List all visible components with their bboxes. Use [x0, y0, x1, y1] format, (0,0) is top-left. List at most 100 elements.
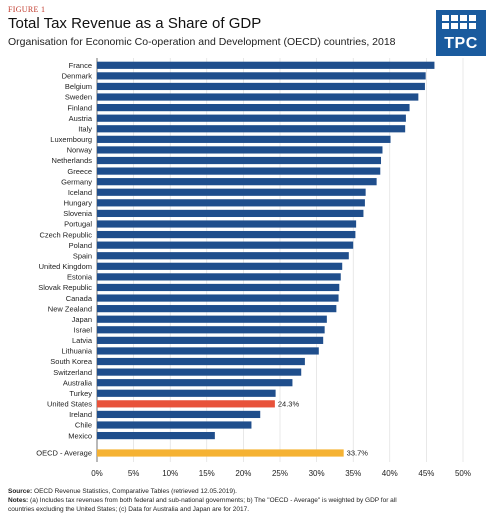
category-label: United States — [47, 400, 92, 409]
category-label: Norway — [67, 146, 93, 155]
bar — [97, 82, 425, 91]
category-label: Canada — [66, 294, 93, 303]
bar — [97, 410, 261, 419]
bar — [97, 283, 340, 292]
bar — [97, 199, 365, 207]
bar — [97, 167, 381, 175]
category-label: Austria — [69, 114, 93, 123]
bar — [97, 220, 357, 228]
category-label: Slovenia — [63, 209, 93, 218]
category-label: Japan — [72, 315, 92, 324]
chart-subtitle: Organisation for Economic Co-operation a… — [8, 36, 396, 48]
notes-line-1: Notes: (a) Includes tax revenues from bo… — [8, 497, 397, 504]
notes-line-2: countries excluding the United States; (… — [8, 506, 249, 513]
category-label: Australia — [63, 378, 93, 387]
logo-text: TPC — [444, 35, 478, 52]
bar — [97, 114, 406, 122]
bar — [97, 262, 343, 270]
bar — [97, 72, 426, 80]
category-label: Italy — [78, 124, 92, 133]
x-tick-label: 30% — [309, 469, 325, 478]
category-label: Luxembourg — [50, 135, 92, 144]
category-label: Lithuania — [62, 347, 93, 356]
bar-highlight — [97, 400, 275, 408]
category-label: Czech Republic — [39, 230, 92, 239]
average-data-label: 33.7% — [347, 449, 369, 458]
logo-grid-icon — [442, 15, 476, 29]
x-tick-label: 40% — [382, 469, 398, 478]
bar — [97, 188, 366, 196]
category-label: Netherlands — [52, 156, 93, 165]
chart-title: Total Tax Revenue as a Share of GDP — [8, 15, 262, 32]
bar — [97, 209, 364, 218]
bar — [97, 156, 382, 165]
source-text: OECD Revenue Statistics, Comparative Tab… — [32, 488, 237, 495]
category-label: Spain — [73, 251, 92, 260]
category-label: Greece — [67, 167, 92, 176]
x-tick-label: 45% — [418, 469, 434, 478]
bar — [97, 347, 319, 355]
x-tick-label: 35% — [345, 469, 361, 478]
category-label: Finland — [67, 103, 92, 112]
category-label: Chile — [75, 421, 92, 430]
x-tick-label: 15% — [199, 469, 215, 478]
category-label: Portugal — [64, 220, 92, 229]
category-label: Slovak Republic — [38, 283, 92, 292]
category-label: Switzerland — [53, 368, 92, 377]
category-label: Hungary — [64, 199, 93, 208]
category-label: France — [69, 61, 92, 70]
bar — [97, 146, 383, 154]
notes-label: Notes: — [8, 497, 29, 504]
category-label: Latvia — [72, 336, 93, 345]
bar — [97, 61, 435, 69]
category-label: Germany — [61, 177, 92, 186]
bar — [97, 135, 391, 143]
tpc-logo: TPC — [436, 10, 486, 56]
x-tick-label: 5% — [128, 469, 140, 478]
category-label: Mexico — [68, 431, 92, 440]
category-label: Ireland — [69, 410, 92, 419]
bar — [97, 357, 305, 366]
bar — [97, 326, 325, 334]
bar — [97, 431, 215, 440]
bar — [97, 125, 406, 133]
bar — [97, 104, 410, 112]
bar — [97, 178, 377, 186]
category-label: Poland — [69, 241, 92, 250]
category-label: Iceland — [68, 188, 92, 197]
source-note: Source: OECD Revenue Statistics, Compara… — [8, 488, 237, 495]
x-tick-label: 50% — [455, 469, 471, 478]
x-tick-label: 25% — [272, 469, 288, 478]
x-tick-label: 20% — [235, 469, 251, 478]
notes-text: (a) Includes tax revenues from both fede… — [28, 497, 397, 504]
x-tick-label: 10% — [162, 469, 178, 478]
bar — [97, 93, 419, 101]
bar — [97, 273, 341, 281]
bar-chart: 0% 5% 10% 15% 20% 25% 30% 35% 40% 45% 50% France Den… — [36, 58, 471, 478]
bar — [97, 379, 293, 387]
bar — [97, 368, 302, 376]
highlight-data-label: 24.3% — [278, 400, 300, 409]
average-label: OECD - Average — [36, 449, 92, 458]
category-label: United Kingdom — [39, 262, 92, 271]
category-label: New Zealand — [48, 304, 92, 313]
bar — [97, 336, 324, 344]
category-label: Israel — [74, 325, 93, 334]
bar — [97, 389, 276, 397]
category-label: Sweden — [65, 93, 92, 102]
category-label: Belgium — [65, 82, 92, 91]
bar — [97, 252, 349, 260]
bar — [97, 421, 252, 429]
bar — [97, 230, 356, 239]
average-bar — [97, 449, 344, 457]
x-tick-label: 0% — [91, 469, 103, 478]
category-label: Estonia — [67, 273, 93, 282]
figure-label: FIGURE 1 — [8, 5, 46, 14]
bar — [97, 294, 339, 302]
category-label: Turkey — [69, 389, 92, 398]
category-label: South Korea — [50, 357, 93, 366]
bar — [97, 315, 327, 323]
category-label: Denmark — [62, 72, 93, 81]
bar — [97, 241, 354, 249]
bar — [97, 305, 337, 313]
